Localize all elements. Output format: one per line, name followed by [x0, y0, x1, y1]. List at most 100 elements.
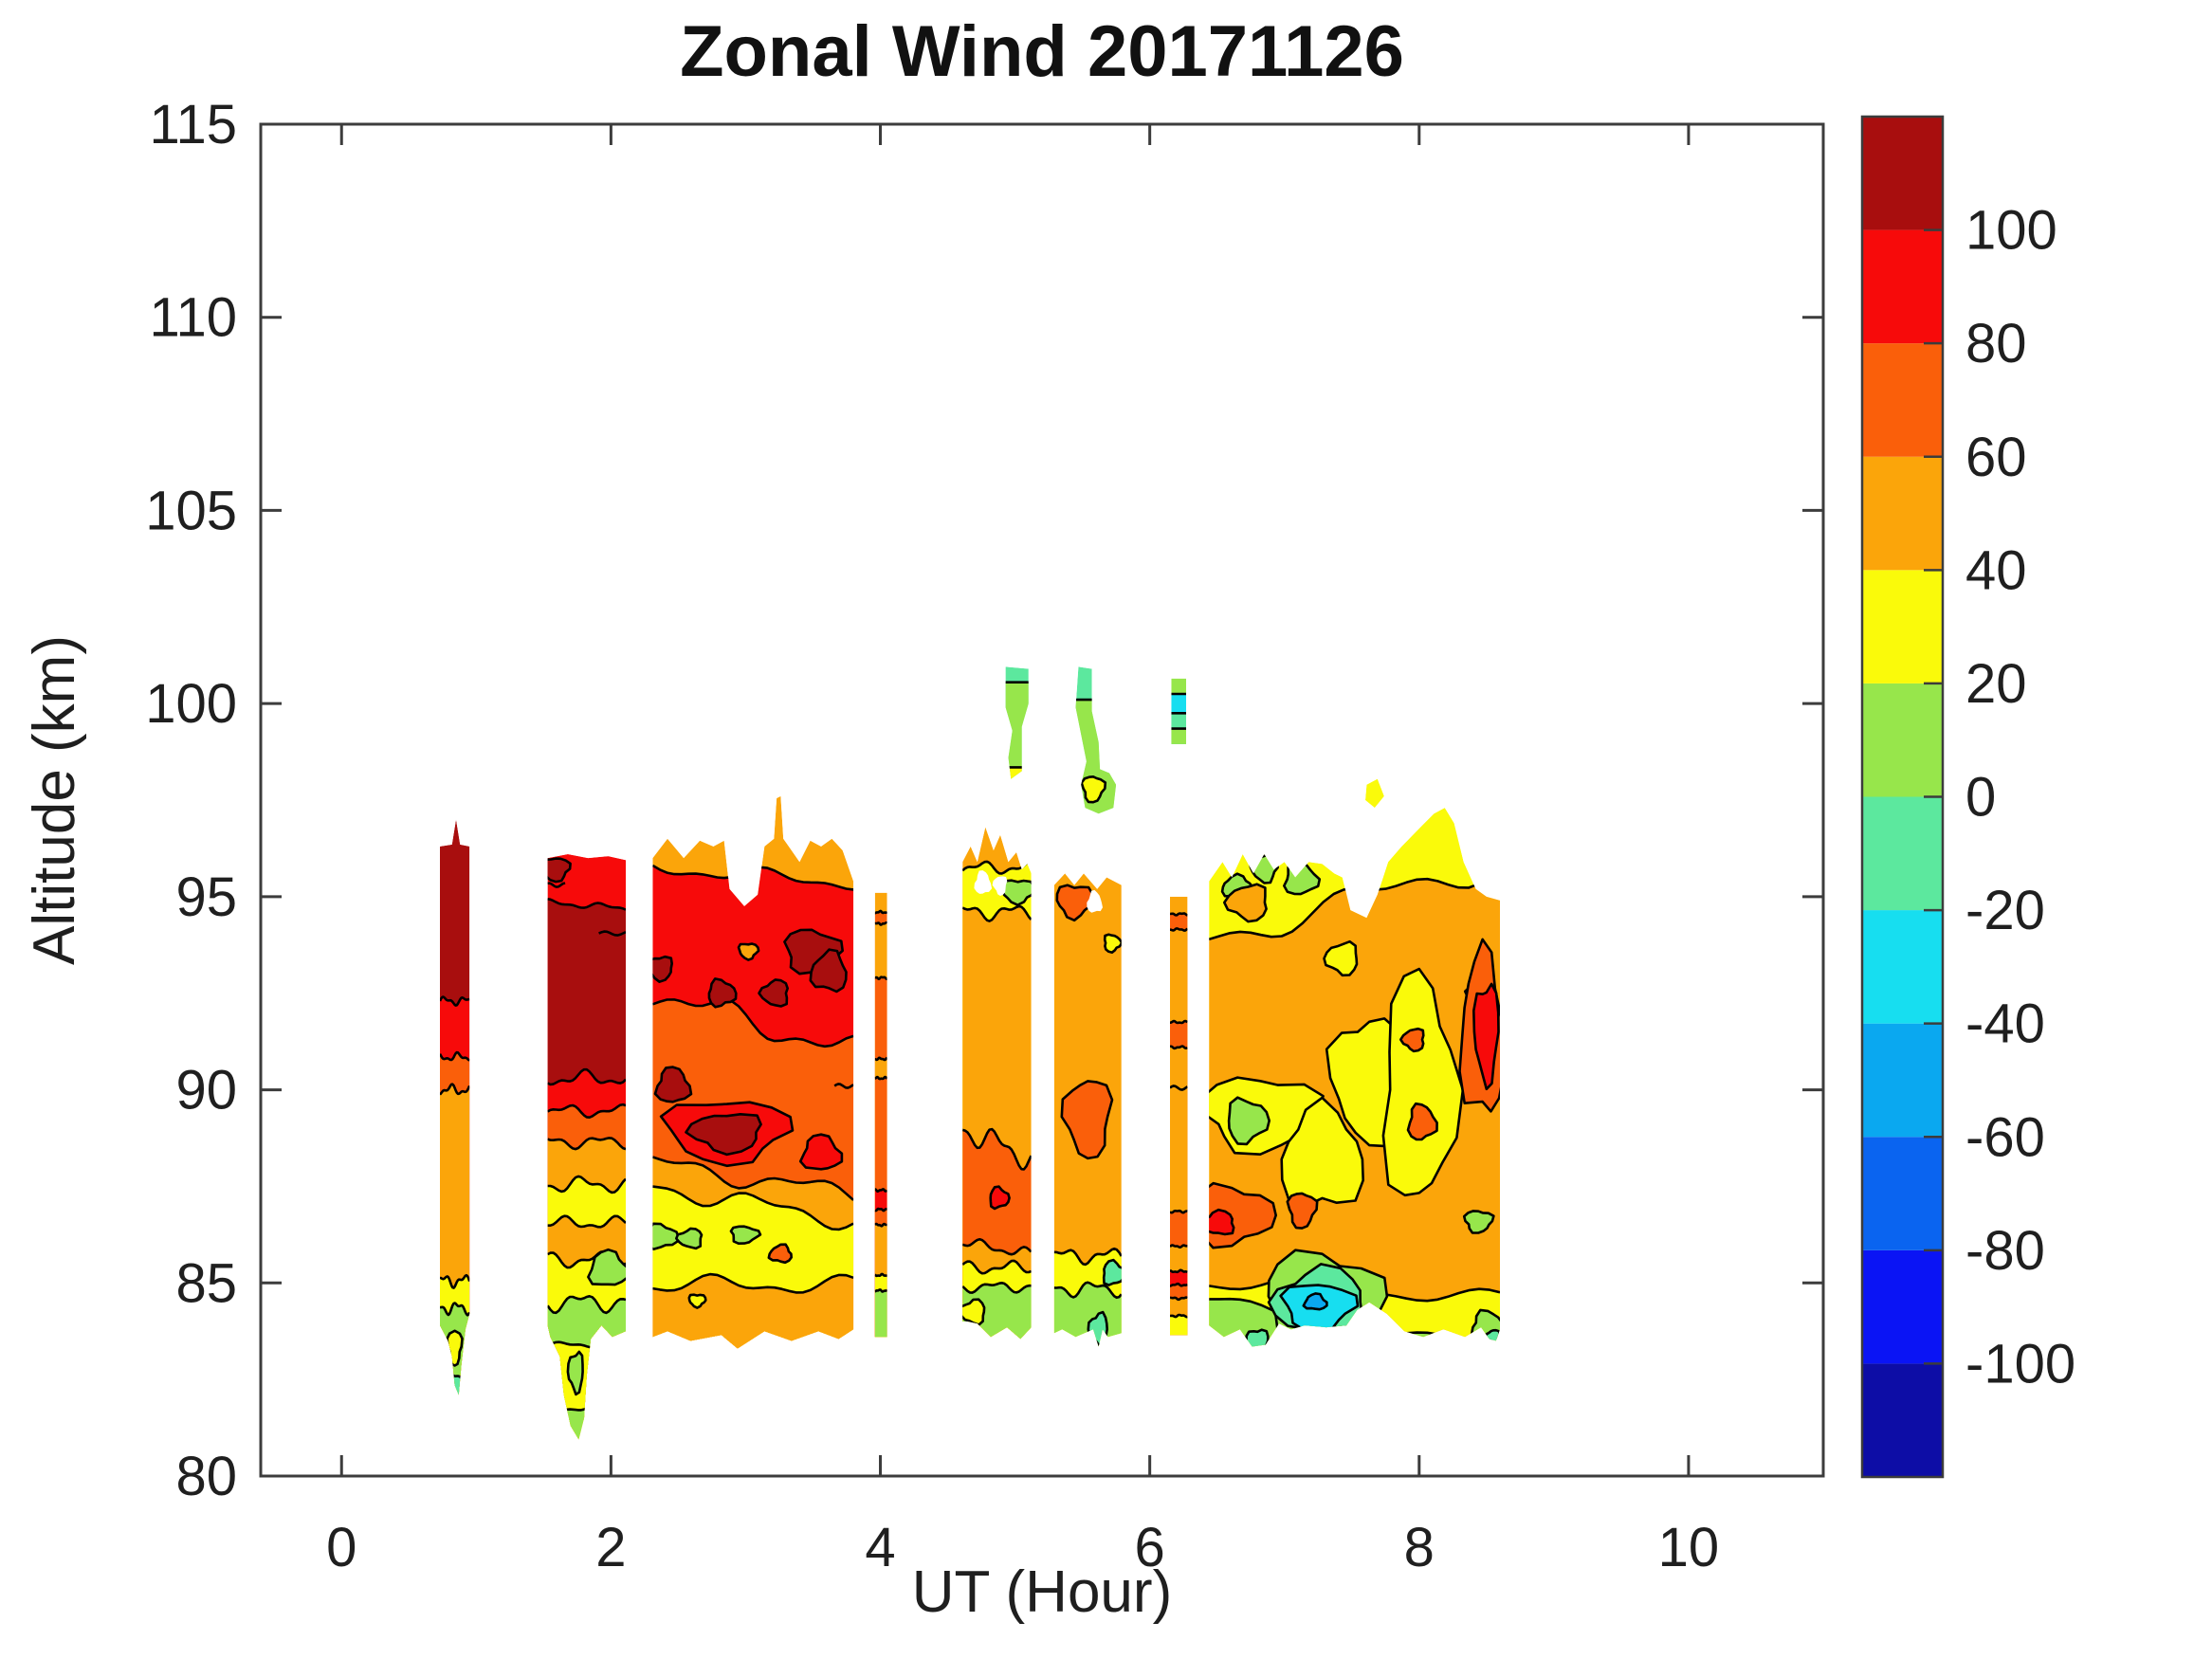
contour-island	[767, 1243, 793, 1265]
contour-line	[547, 1175, 626, 1194]
contour-band	[440, 1373, 470, 1395]
contour-island	[653, 1066, 693, 1103]
contour-band	[652, 1274, 854, 1349]
contour-island	[1462, 1210, 1495, 1234]
contour-line	[874, 921, 887, 926]
y-axis-label: Altitude (km)	[22, 635, 87, 965]
x-tick-label: 10	[1658, 1517, 1720, 1578]
contour-island	[687, 1293, 707, 1309]
contour-island	[1103, 933, 1122, 954]
contour-island	[1102, 1258, 1122, 1286]
colorbar-band	[1862, 796, 1943, 911]
contour-line	[1170, 912, 1188, 917]
contour-line	[547, 1103, 626, 1119]
contour-line	[1053, 1247, 1122, 1267]
contour-island	[1323, 939, 1359, 977]
contour-isoline	[547, 882, 566, 888]
plot-border	[259, 122, 1825, 1478]
contour-line	[1170, 1268, 1188, 1274]
y-tick-label: 115	[150, 94, 237, 155]
contour-line	[440, 1083, 470, 1096]
contour-line	[652, 1272, 854, 1294]
contour-line	[1170, 927, 1188, 932]
contour-band	[1365, 778, 1384, 809]
contour-island	[1227, 1096, 1271, 1146]
contour-line	[440, 995, 470, 1007]
contour-island	[737, 942, 760, 961]
colorbar-tick-label: -40	[1965, 994, 2045, 1055]
contour-line	[874, 1075, 887, 1081]
y-tick-label: 85	[175, 1252, 237, 1314]
colorbar-tick-label: 80	[1965, 313, 2027, 374]
colorbar-tick-label: -20	[1965, 880, 2045, 941]
contour-line	[874, 1272, 887, 1278]
colorbar-band	[1862, 570, 1943, 684]
strip-1.5h	[547, 854, 626, 1440]
contour-island	[547, 857, 572, 884]
contour-island	[798, 1133, 844, 1171]
contour-line	[1170, 1209, 1188, 1214]
contour-line	[1170, 1296, 1188, 1302]
contour-island	[652, 955, 673, 983]
strip-4.0h	[874, 892, 887, 1338]
contour-island	[1472, 982, 1500, 1091]
colorbar-tick-label: 0	[1965, 767, 1996, 829]
contour-line	[1170, 1313, 1188, 1319]
contour-line	[1170, 1282, 1188, 1287]
contour-line	[874, 1188, 887, 1193]
colorbar-tick-label: 60	[1965, 427, 2027, 488]
strip-0.7h	[440, 819, 470, 1395]
floater-7.7h-97.6km	[1365, 778, 1384, 809]
colorbar-band	[1862, 1363, 1943, 1477]
data-gap	[992, 876, 1008, 896]
contour-island	[1286, 1192, 1319, 1230]
contour-island	[1055, 884, 1094, 922]
contour-island	[729, 1225, 762, 1245]
contour-field	[440, 666, 1500, 1440]
y-tick-label: 100	[145, 673, 237, 735]
contour-island	[989, 1185, 1011, 1211]
contour-band	[1053, 1282, 1122, 1347]
contour-line	[962, 859, 1032, 875]
contour-line	[547, 1295, 626, 1315]
contour-island	[809, 948, 848, 994]
contour-band	[874, 1289, 887, 1338]
contour-island	[707, 977, 738, 1009]
contour-line	[440, 1302, 470, 1317]
contour-isoline	[833, 1083, 854, 1089]
contour-island	[587, 1248, 626, 1286]
colorbar-tick-label: 100	[1965, 200, 2057, 262]
data-gap	[974, 870, 993, 894]
contour-band	[547, 1296, 626, 1440]
contour-band	[547, 1405, 626, 1440]
contour-isoline	[598, 930, 626, 937]
colorbar-band	[1862, 117, 1943, 230]
contour-island	[652, 1222, 680, 1250]
colorbar-tick-label: -100	[1965, 1333, 2075, 1395]
contour-island	[1080, 775, 1107, 804]
y-tick-label: 80	[175, 1446, 237, 1507]
x-tick-label: 4	[865, 1517, 895, 1578]
y-tick-label: 110	[150, 287, 237, 349]
contour-island	[685, 1113, 762, 1157]
contour-line	[874, 1288, 887, 1293]
contour-island	[1223, 883, 1268, 923]
contour-island	[1406, 1102, 1438, 1141]
x-axis-label: UT (Hour)	[912, 1559, 1172, 1625]
contour-line	[547, 1404, 626, 1412]
axes: 0 2 4 6 8 10 80 85 90 95 100 105 110 115	[145, 94, 1825, 1578]
contour-line	[962, 1127, 1032, 1171]
contour-band	[547, 1341, 626, 1440]
strip-4.6-5.1h	[962, 827, 1032, 1340]
data-gap	[1087, 889, 1103, 913]
colorbar-band	[1862, 1023, 1943, 1138]
colorbar-tick-label: -60	[1965, 1106, 2045, 1168]
colorbar-band	[1862, 343, 1943, 457]
contour-island	[1302, 1292, 1328, 1311]
x-tick-label: 0	[326, 1517, 356, 1578]
contour-line	[1053, 1281, 1122, 1300]
contour-band	[652, 1186, 854, 1349]
contour-line	[874, 909, 887, 915]
contour-line	[962, 904, 1032, 922]
